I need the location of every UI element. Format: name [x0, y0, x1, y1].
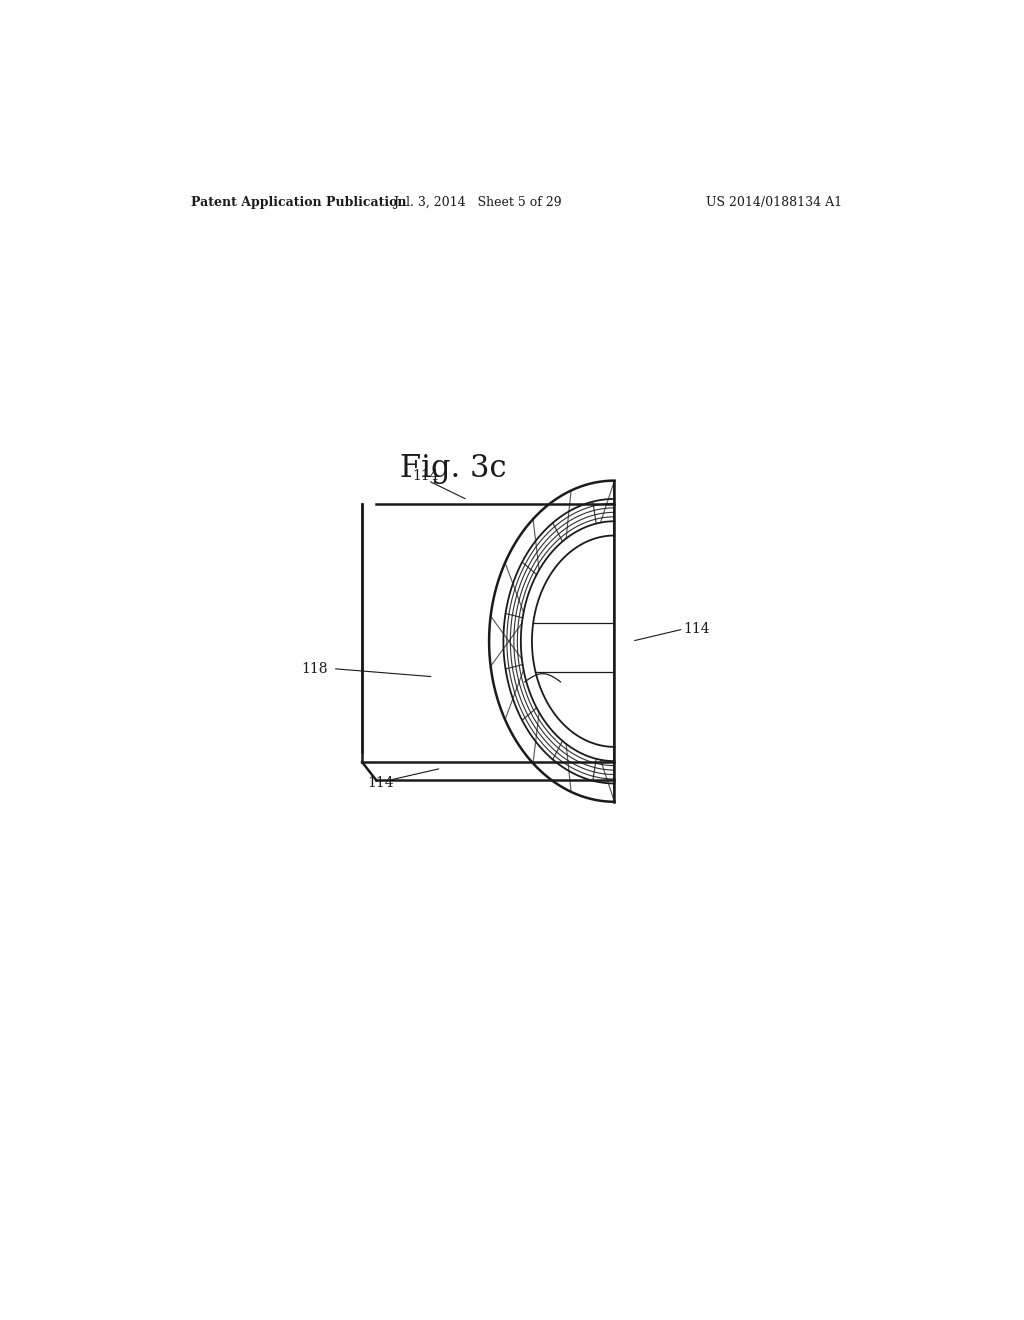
- Text: Fig. 3c: Fig. 3c: [400, 453, 507, 484]
- Text: 114: 114: [412, 469, 438, 483]
- Text: Jul. 3, 2014   Sheet 5 of 29: Jul. 3, 2014 Sheet 5 of 29: [393, 195, 561, 209]
- Text: US 2014/0188134 A1: US 2014/0188134 A1: [707, 195, 842, 209]
- Text: 114: 114: [368, 776, 394, 791]
- Text: Patent Application Publication: Patent Application Publication: [191, 195, 407, 209]
- Text: 114: 114: [684, 622, 711, 636]
- Text: 118: 118: [301, 661, 328, 676]
